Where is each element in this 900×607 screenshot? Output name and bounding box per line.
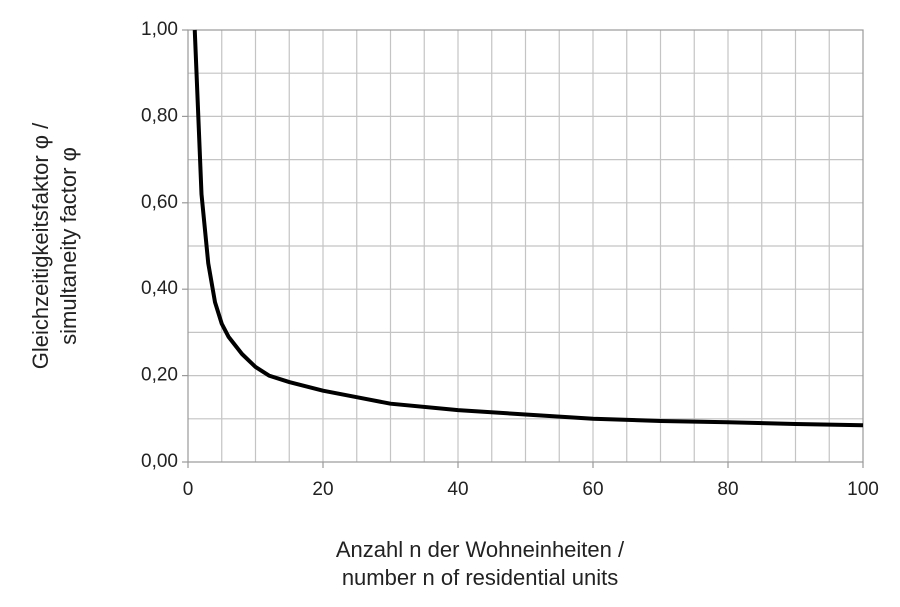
x-tick-label: 80: [717, 479, 738, 500]
y-axis-title: Gleichzeitigkeitsfaktor φ /: [28, 122, 53, 369]
y-axis-title: simultaneity factor φ: [56, 147, 81, 345]
x-tick-label: 60: [582, 479, 603, 500]
x-tick-label: 0: [183, 479, 194, 500]
y-tick-label: 0,60: [141, 192, 178, 213]
y-tick-label: 0,40: [141, 278, 178, 299]
y-tick-label: 0,80: [141, 105, 178, 126]
data-line: [192, 29, 864, 428]
x-tick-label: 40: [447, 479, 468, 500]
plot-border: [187, 29, 864, 463]
y-tick-label: 0,00: [141, 451, 178, 472]
x-axis-title: number n of residential units: [342, 565, 618, 590]
y-tick-label: 1,00: [141, 19, 178, 40]
y-tick-label: 0,20: [141, 365, 178, 386]
x-tick-label: 20: [312, 479, 333, 500]
x-axis-title: Anzahl n der Wohneinheiten /: [336, 537, 625, 562]
x-tick-label: 100: [847, 479, 879, 500]
